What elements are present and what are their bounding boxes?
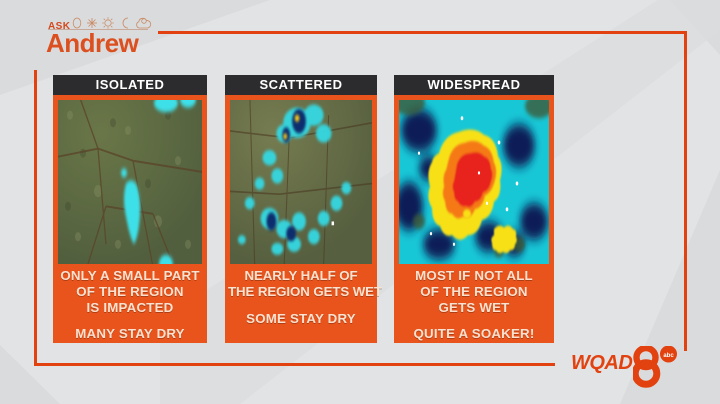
svg-text:abc: abc <box>663 353 674 359</box>
